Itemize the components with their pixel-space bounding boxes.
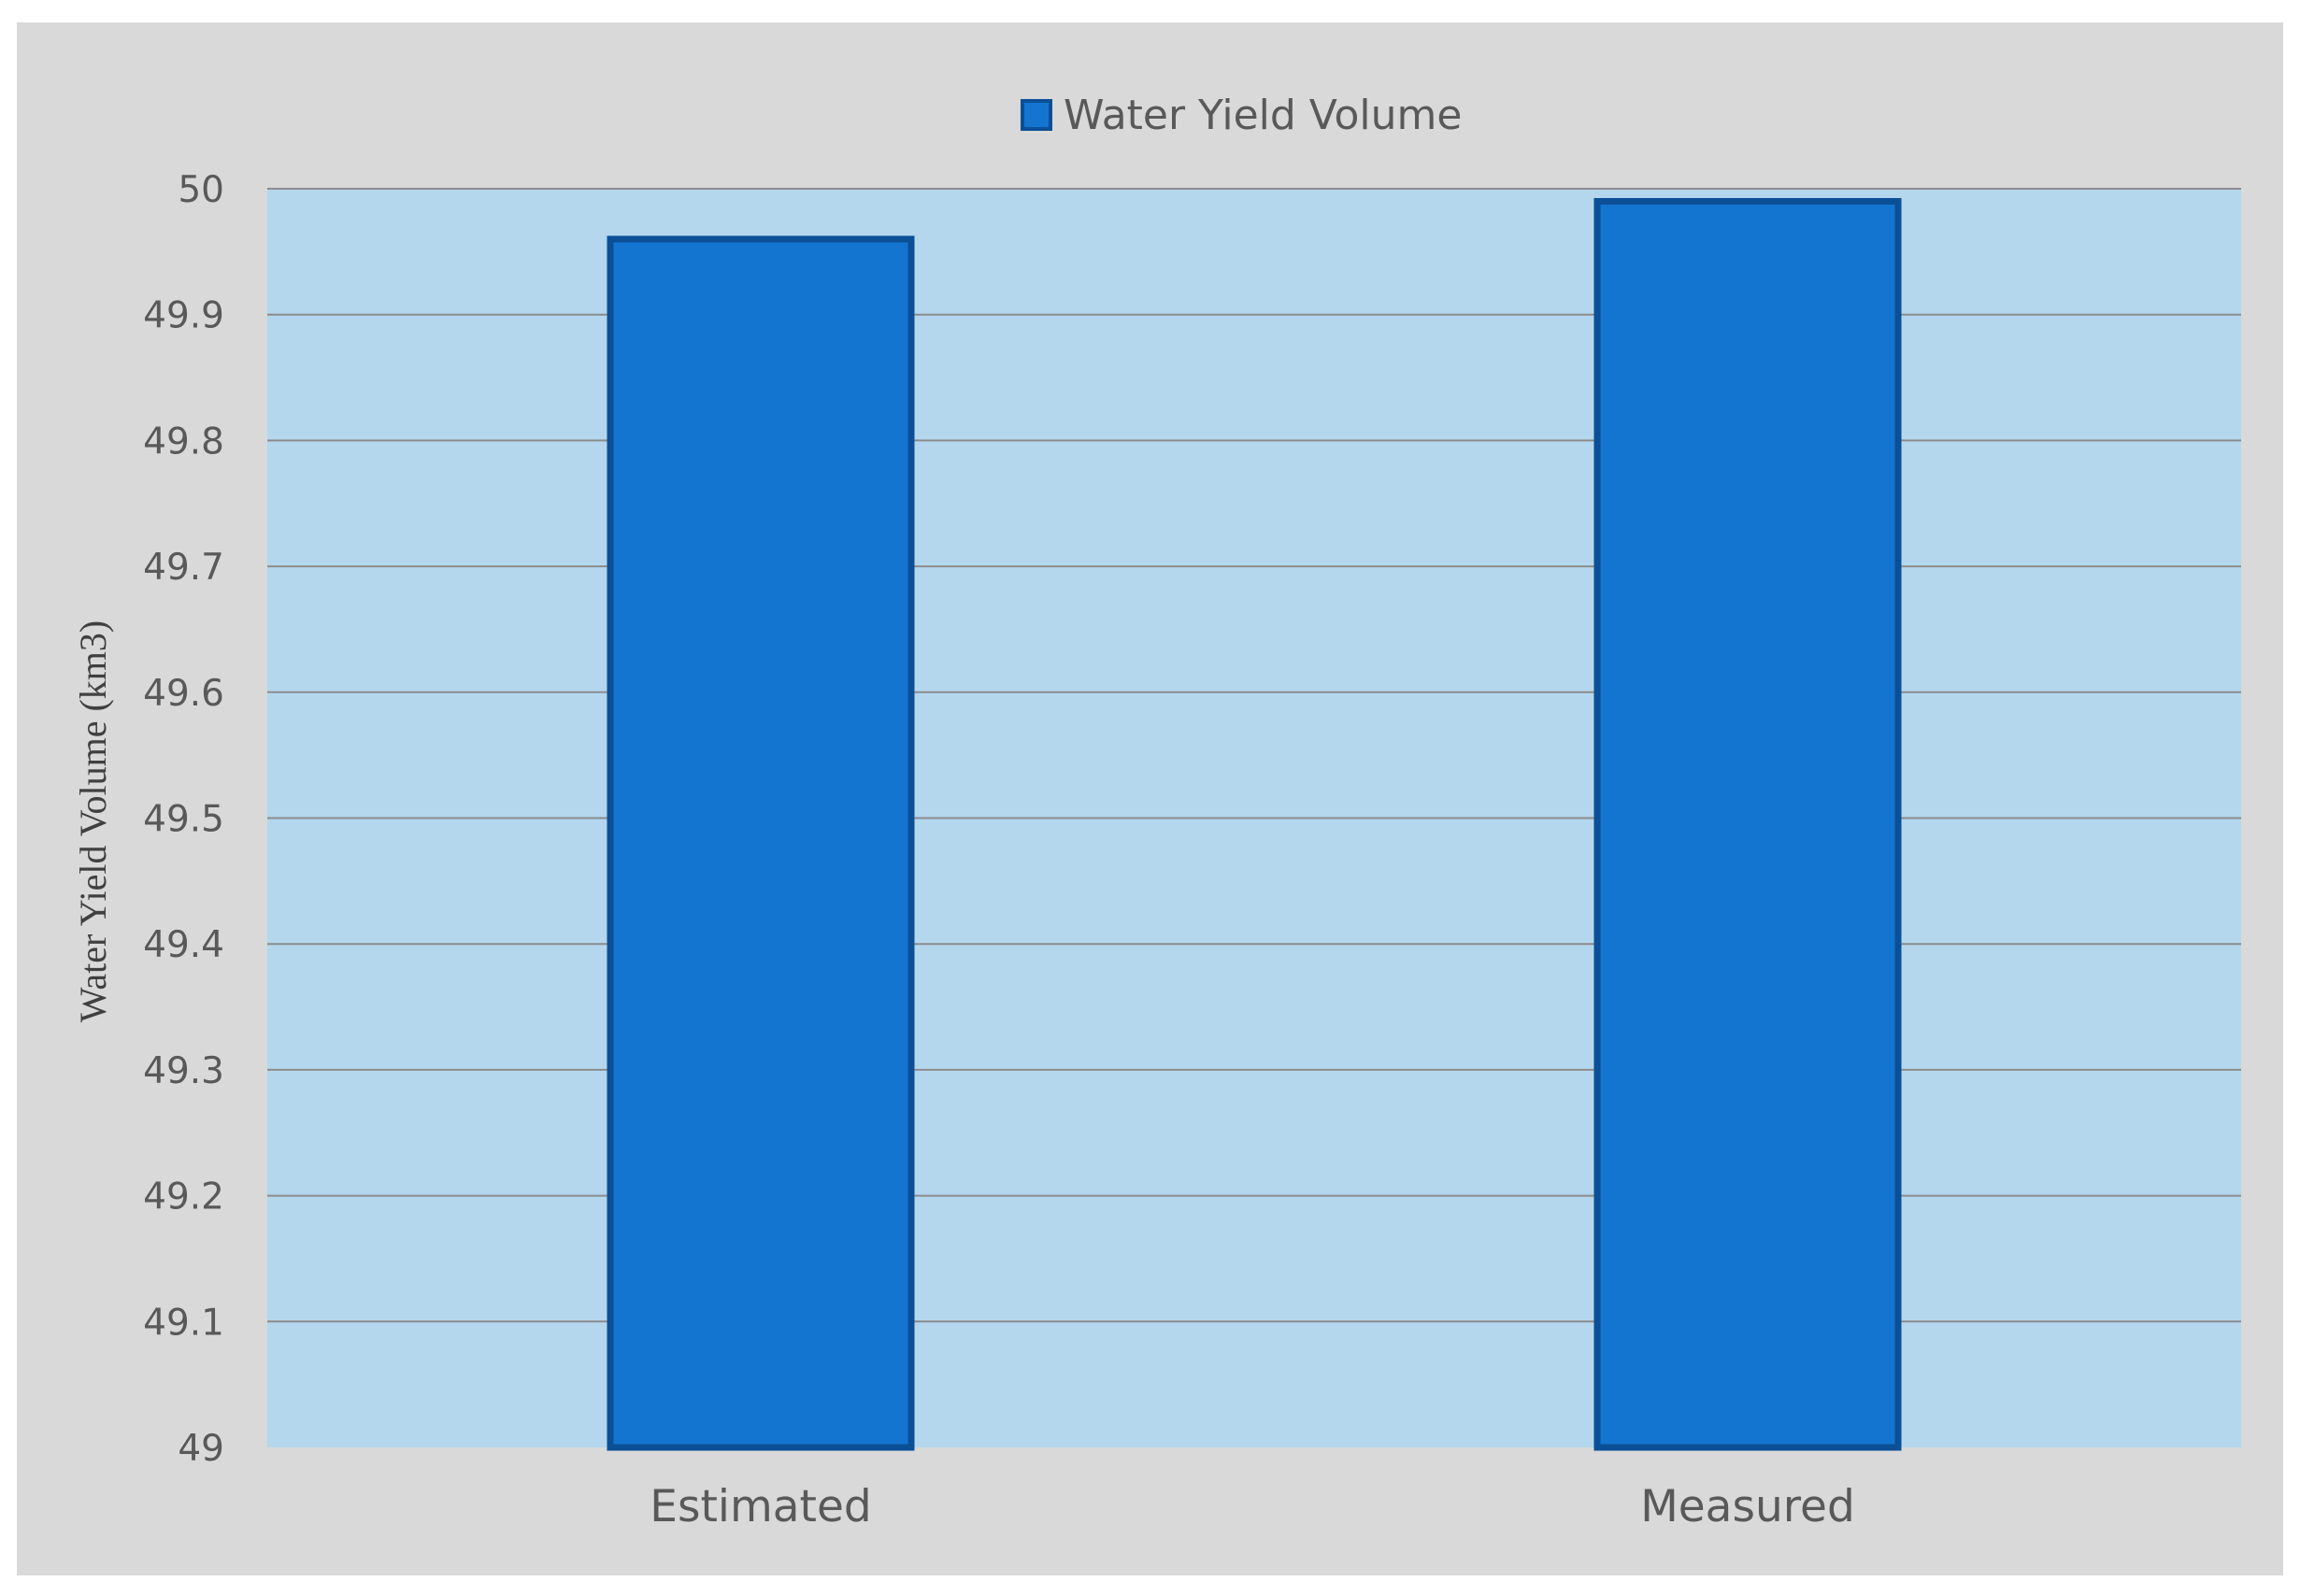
legend: Water Yield Volume: [1021, 92, 1462, 139]
chart-area: 49 49.1 49.2 49.3 49.4 49.5 49.6 49.7 49.8 49.9 50…: [17, 22, 2283, 1575]
y-tick-label: 49.7: [143, 547, 224, 589]
x-category-label: Measured: [1640, 1481, 1855, 1532]
x-axis-categories: Estimated Measured: [650, 1481, 1855, 1532]
y-tick-label: 49: [178, 1428, 224, 1470]
y-axis-title: Water Yield Volume (km3): [72, 620, 114, 1022]
y-tick-label: 49.4: [143, 924, 224, 966]
y-tick-label: 50: [178, 169, 224, 211]
y-tick-label: 49.8: [143, 420, 224, 463]
y-tick-label: 49.9: [143, 295, 224, 337]
y-tick-label: 49.6: [143, 673, 224, 715]
gridlines: [267, 188, 2241, 1323]
bar-measured: [1593, 197, 1902, 1451]
bars: [607, 197, 1902, 1451]
legend-swatch: [1021, 99, 1052, 131]
legend-label-water-yield-volume: Water Yield Volume: [1064, 92, 1462, 139]
y-tick-label: 49.2: [143, 1176, 224, 1218]
y-tick-label: 49.1: [143, 1302, 224, 1344]
bar-chart: 49 49.1 49.2 49.3 49.4 49.5 49.6 49.7 49.8 49.9 50…: [72, 92, 2241, 1532]
y-axis-ticks: 49 49.1 49.2 49.3 49.4 49.5 49.6 49.7 49.8 49.9 50: [143, 169, 224, 1470]
bar-estimated: [607, 235, 915, 1451]
x-category-label: Estimated: [650, 1481, 871, 1532]
y-tick-label: 49.5: [143, 799, 224, 841]
y-tick-label: 49.3: [143, 1050, 224, 1092]
